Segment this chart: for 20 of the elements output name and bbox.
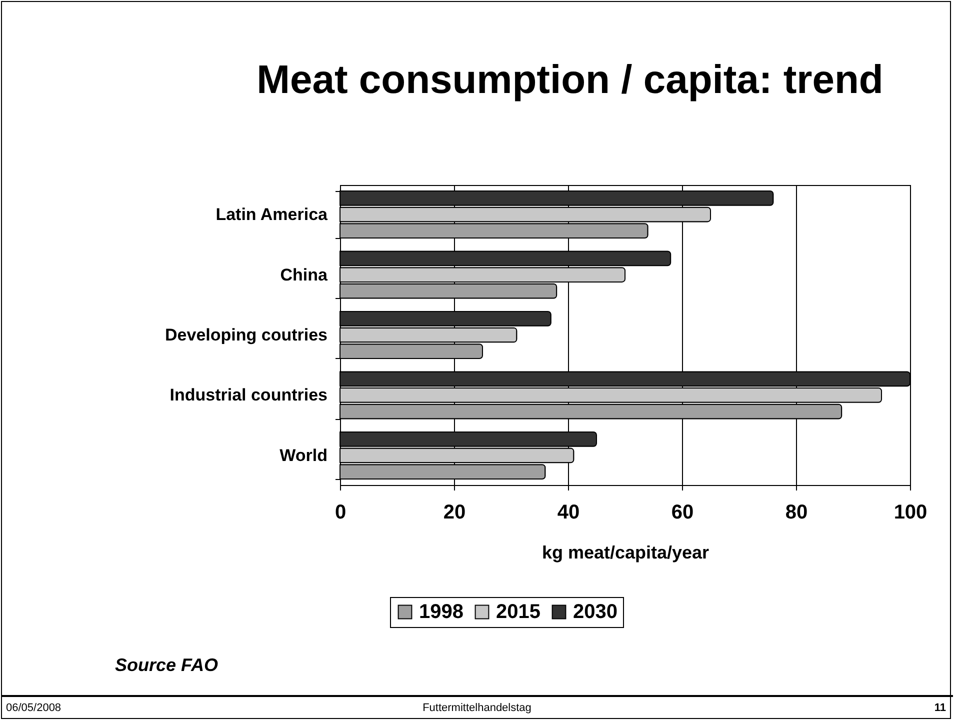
x-tick-label: 20	[443, 502, 466, 524]
text: Futtermittelhandelstag	[422, 702, 532, 714]
x-tick-label: 0	[334, 502, 346, 524]
y-tick-label: Developing coutries	[165, 326, 328, 344]
legend-label: 2015	[496, 601, 540, 623]
legend-label: 1998	[419, 601, 464, 623]
x-tick-label: 40	[557, 502, 580, 524]
text: 06/05/2008	[6, 702, 62, 714]
text: 11	[934, 702, 946, 714]
x-tick-label: 60	[671, 502, 694, 524]
y-tick-label: China	[280, 265, 328, 284]
legend-label: 2030	[573, 601, 618, 623]
y-tick-label: World	[280, 446, 328, 465]
x-tick-label: 80	[785, 502, 808, 524]
x-tick-label: 100	[894, 502, 928, 524]
source-note: Source FAO	[115, 655, 218, 676]
y-tick-label: Latin America	[216, 205, 328, 224]
chart-title: Meat consumption / capita: trend	[256, 58, 884, 103]
x-axis-title: kg meat/capita/year	[542, 542, 710, 562]
y-tick-label: Industrial countries	[170, 386, 328, 405]
